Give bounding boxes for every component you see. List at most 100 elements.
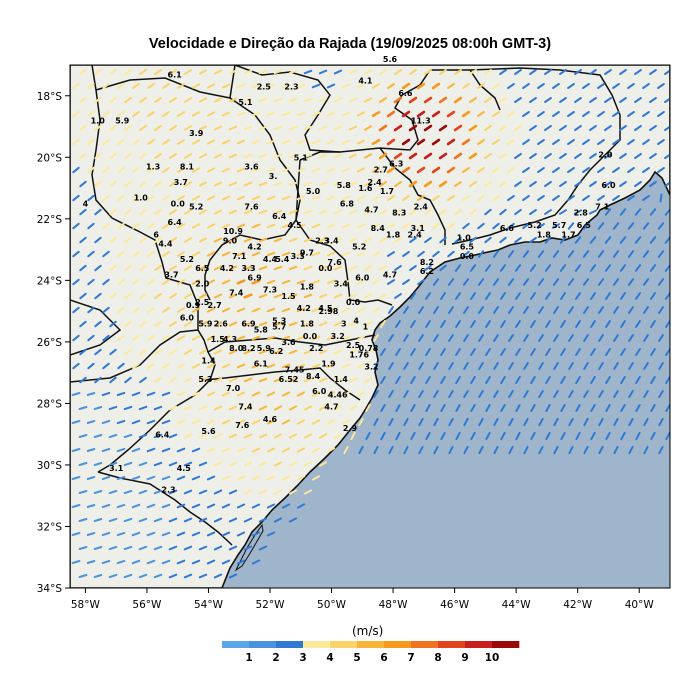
wind-barb (440, 292, 446, 300)
wind-barb (258, 181, 268, 187)
wind-barb (448, 417, 454, 427)
wind-barb (117, 110, 125, 118)
wind-barb (79, 208, 87, 216)
wind-barb (123, 405, 133, 411)
wind-barb (162, 279, 170, 285)
wind-barb (440, 376, 446, 384)
wind-barb (184, 153, 192, 159)
wind-barb (372, 279, 380, 285)
wind-barb (650, 404, 656, 412)
station-value: 4.5 (318, 304, 333, 313)
wind-barb (161, 559, 171, 565)
wind-barb (387, 195, 395, 201)
wind-barb (432, 195, 440, 201)
wind-barb (333, 321, 343, 327)
wind-barb (469, 181, 477, 187)
wind-barb (79, 264, 87, 272)
wind-barb (438, 152, 448, 160)
station-value: 8.3 (392, 209, 406, 218)
wind-barb (373, 334, 379, 342)
wind-barb (213, 433, 223, 439)
wind-barb (484, 69, 492, 75)
wind-barb (147, 307, 155, 313)
wind-barb (117, 306, 125, 314)
wind-barb (109, 236, 117, 244)
wind-barb (402, 251, 410, 257)
wind-barb (221, 559, 231, 565)
wind-barb (184, 265, 192, 271)
station-value: 1.4 (201, 356, 216, 365)
wind-barb (162, 83, 170, 89)
longitude-axis: 58°W 56°W 54°W 52°W 50°W 48°W 46°W 44°W 42°W 40°W (71, 588, 654, 611)
wind-barb (258, 237, 268, 243)
wind-barb (169, 125, 177, 131)
wind-barb (243, 209, 253, 215)
station-value: 5.8 (337, 181, 352, 190)
wind-barb (87, 82, 95, 90)
wind-barb (87, 278, 95, 286)
wind-barb (642, 278, 650, 286)
wind-barb (273, 349, 283, 355)
station-value: 6.0 (601, 181, 616, 190)
wind-barb (153, 517, 163, 523)
wind-barb (530, 376, 536, 384)
wind-barb (191, 559, 201, 565)
wind-barb (379, 265, 387, 271)
wind-barb (356, 223, 366, 229)
wind-barb (484, 208, 492, 216)
wind-barb (537, 83, 545, 89)
wind-barb (371, 139, 381, 145)
wind-barb (477, 195, 485, 201)
wind-barb (333, 377, 343, 383)
wind-barb (514, 125, 522, 131)
colorbar-swatch (330, 641, 358, 648)
wind-barb (425, 376, 431, 384)
wind-barb (161, 475, 171, 481)
wind-barb (243, 349, 253, 355)
wind-barb (296, 111, 306, 117)
wind-barb (281, 419, 291, 425)
wind-barb (191, 363, 201, 369)
wind-barb (94, 264, 102, 272)
wind-barb (574, 264, 582, 272)
station-value: 0.0 (303, 332, 318, 341)
wind-barb (341, 363, 351, 369)
x-tick-label: 56°W (132, 599, 162, 611)
wind-barb (514, 69, 522, 75)
wind-barb (162, 307, 170, 313)
wind-barb (154, 181, 162, 187)
wind-barb (198, 237, 208, 243)
wind-barb (493, 334, 499, 342)
wind-barb (372, 83, 380, 89)
wind-barb (605, 320, 611, 328)
wind-barb (634, 208, 642, 216)
wind-barb (206, 447, 216, 453)
wind-barb (94, 180, 102, 188)
station-value: 3.1 (109, 464, 124, 473)
wind-barb (417, 195, 425, 201)
wind-barb (251, 531, 261, 537)
wind-barb (288, 209, 298, 215)
wind-barb (523, 390, 529, 398)
wind-barb (417, 278, 425, 286)
wind-barb (469, 208, 477, 216)
wind-barb (236, 559, 246, 565)
station-value: 8.4 (371, 224, 386, 233)
wind-barb (138, 489, 148, 495)
wind-barb (649, 97, 657, 103)
wind-barb (634, 69, 642, 75)
wind-barb (664, 264, 670, 272)
wind-barb (132, 194, 140, 202)
wind-barb (455, 348, 461, 356)
station-value: 6 (153, 230, 159, 239)
wind-barb (177, 167, 185, 173)
wind-barb (440, 404, 446, 412)
wind-barb (575, 431, 581, 441)
wind-barb (161, 447, 171, 453)
wind-barb (191, 139, 201, 145)
station-value: 1.7 (380, 187, 394, 196)
wind-barb (423, 124, 433, 132)
wind-barb (132, 334, 140, 342)
wind-barb (177, 251, 185, 257)
wind-barb (78, 406, 88, 410)
